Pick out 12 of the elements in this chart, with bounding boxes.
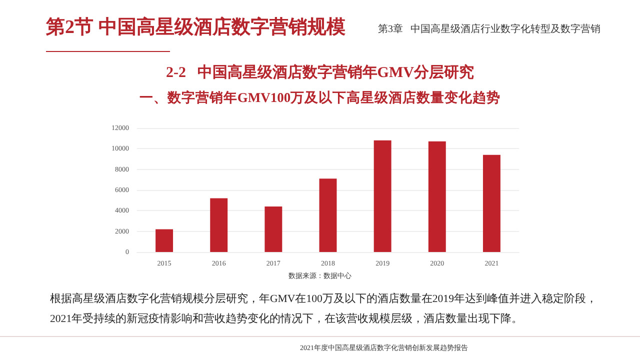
bar bbox=[210, 198, 228, 252]
bar bbox=[482, 154, 500, 252]
chart-title: 2-2 中国高星级酒店数字营销年GMV分层研究 bbox=[165, 63, 475, 82]
bar bbox=[374, 140, 392, 252]
bar bbox=[428, 141, 446, 252]
bar bbox=[156, 229, 174, 252]
bar bbox=[264, 206, 282, 252]
text: 根据高星级酒店数字化营销规模分层研究，年GMV在100万及以下的酒店数量在2019年达到峰值并进入稳定阶段，2021年受持续的新冠疫情影响和营收趋势变化的情况下，在该营收规模层级，酒店数量出现下降。 bbox=[50, 292, 598, 327]
text: 第2节 中国高星级酒店数字营销规模 bbox=[46, 16, 346, 40]
bar bbox=[319, 178, 337, 252]
text: 第3章 中国高星级酒店行业数字化转型及数字营销 bbox=[378, 22, 600, 36]
chart-subtitle: 一、数字营销年GMV100万及以下高星级酒店数量变化趋势 bbox=[138, 89, 502, 107]
